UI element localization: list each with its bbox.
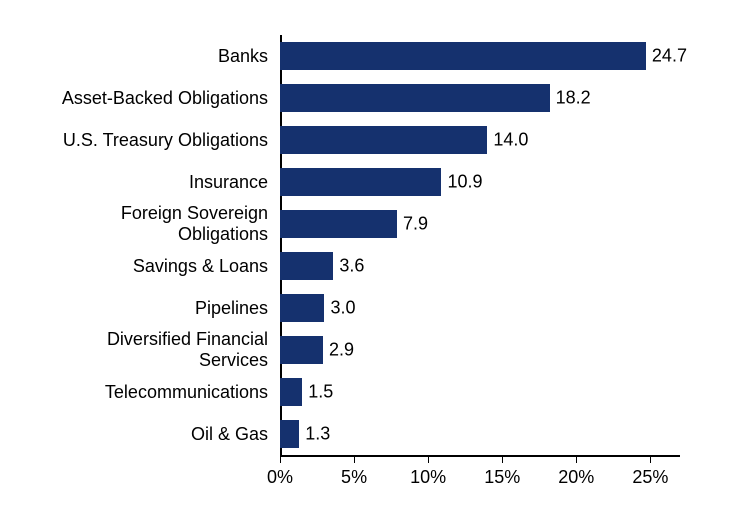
x-axis-tick-label: 0%	[267, 467, 293, 488]
bar: 1.3	[280, 420, 299, 448]
category-label: U.S. Treasury Obligations	[20, 130, 280, 151]
category-label: Savings & Loans	[20, 256, 280, 277]
bar-row: Asset-Backed Obligations18.2	[280, 77, 680, 119]
bar-row: Pipelines3.0	[280, 287, 680, 329]
bar: 10.9	[280, 168, 441, 196]
category-label: Telecommunications	[20, 382, 280, 403]
value-label: 1.5	[302, 382, 333, 403]
bar: 18.2	[280, 84, 550, 112]
bar-row: Diversified FinancialServices2.9	[280, 329, 680, 371]
x-axis-tick	[650, 457, 651, 463]
x-axis-tick	[280, 457, 281, 463]
bar-row: Savings & Loans3.6	[280, 245, 680, 287]
category-label: Asset-Backed Obligations	[20, 88, 280, 109]
x-axis-line	[280, 455, 680, 457]
category-label: Foreign SovereignObligations	[20, 203, 280, 244]
bar: 1.5	[280, 378, 302, 406]
bar-row: Foreign SovereignObligations7.9	[280, 203, 680, 245]
x-axis-tick	[502, 457, 503, 463]
bar: 2.9	[280, 336, 323, 364]
value-label: 24.7	[646, 46, 687, 67]
value-label: 18.2	[550, 88, 591, 109]
x-axis-tick	[354, 457, 355, 463]
bar: 3.0	[280, 294, 324, 322]
bar-row: Telecommunications1.5	[280, 371, 680, 413]
value-label: 14.0	[487, 130, 528, 151]
bar-row: U.S. Treasury Obligations14.0	[280, 119, 680, 161]
category-label: Oil & Gas	[20, 424, 280, 445]
bar: 24.7	[280, 42, 646, 70]
x-axis-tick	[576, 457, 577, 463]
value-label: 10.9	[441, 172, 482, 193]
x-axis-tick	[428, 457, 429, 463]
bar: 7.9	[280, 210, 397, 238]
x-axis-tick-label: 15%	[484, 467, 520, 488]
bar-row: Banks24.7	[280, 35, 680, 77]
value-label: 3.0	[324, 298, 355, 319]
value-label: 1.3	[299, 424, 330, 445]
x-axis-tick-label: 20%	[558, 467, 594, 488]
value-label: 7.9	[397, 214, 428, 235]
x-axis-tick-label: 10%	[410, 467, 446, 488]
plot-area: 0%5%10%15%20%25%Banks24.7Asset-Backed Ob…	[280, 35, 680, 455]
x-axis-tick-label: 25%	[632, 467, 668, 488]
category-label: Banks	[20, 46, 280, 67]
category-label: Diversified FinancialServices	[20, 329, 280, 370]
bar-row: Insurance10.9	[280, 161, 680, 203]
value-label: 3.6	[333, 256, 364, 277]
bar: 14.0	[280, 126, 487, 154]
category-label: Pipelines	[20, 298, 280, 319]
x-axis-tick-label: 5%	[341, 467, 367, 488]
horizontal-bar-chart: 0%5%10%15%20%25%Banks24.7Asset-Backed Ob…	[0, 0, 744, 528]
bar: 3.6	[280, 252, 333, 280]
bar-row: Oil & Gas1.3	[280, 413, 680, 455]
category-label: Insurance	[20, 172, 280, 193]
value-label: 2.9	[323, 340, 354, 361]
